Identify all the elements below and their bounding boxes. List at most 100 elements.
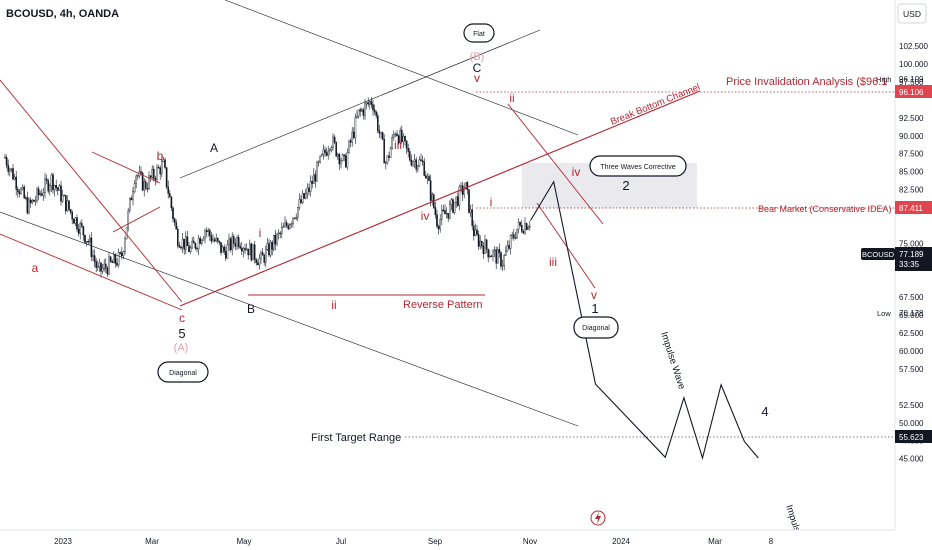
candle-body	[484, 239, 486, 254]
candle-body	[421, 160, 424, 163]
wave-label-1: 1	[591, 301, 598, 316]
candle-body	[167, 186, 170, 194]
price-invalidation-text: Price Invalidation Analysis ($96.1	[726, 76, 887, 88]
currency-box[interactable]	[897, 3, 927, 24]
symbol-title: BCOUSD, 4h, OANDA	[6, 8, 119, 20]
candle-body	[509, 235, 512, 249]
candle-body	[242, 248, 245, 252]
candle-body	[4, 157, 6, 159]
candle-body	[284, 222, 286, 227]
candle-body	[439, 219, 442, 230]
time-label-jul: Jul	[336, 537, 346, 546]
candle-body	[82, 226, 85, 236]
candle-body	[157, 167, 160, 169]
currency-label: USD	[903, 9, 921, 19]
bear-market-text: Bear Market (Conservative IDEA)	[758, 204, 892, 214]
candle-body	[84, 234, 86, 243]
candle-body	[476, 229, 478, 235]
candle-body	[447, 212, 450, 219]
candle-body	[527, 227, 529, 230]
candle-body	[521, 225, 523, 232]
candle-body	[490, 255, 493, 257]
candle-body	[373, 109, 376, 113]
wave-label-i-1: i	[259, 226, 262, 240]
candle-body	[457, 196, 459, 206]
flat-text: Flat	[473, 31, 485, 38]
candle-body	[349, 140, 352, 143]
candle-body	[234, 243, 237, 247]
price-tick-label: 45.000	[899, 455, 924, 464]
candle-body	[477, 234, 480, 247]
candle-body	[257, 262, 259, 266]
candle-body	[525, 223, 528, 230]
candle-body	[52, 174, 54, 191]
candle-body	[501, 265, 504, 267]
price-tick-label: 97.500	[899, 78, 924, 87]
candle-body	[63, 195, 65, 197]
candle-body	[244, 248, 246, 251]
candle-body	[130, 197, 133, 201]
candle-body	[109, 256, 112, 262]
upper-downtrend-line	[224, 0, 579, 136]
candle-body	[380, 132, 382, 134]
candle-body	[164, 159, 166, 168]
candle-body	[7, 165, 9, 172]
candle-body	[210, 235, 213, 242]
events-icon[interactable]	[590, 510, 606, 526]
time-label-mar: Mar	[145, 537, 159, 546]
candle-body	[407, 148, 410, 152]
price-tick-label: 102.500	[899, 42, 928, 51]
candle-body	[463, 188, 466, 195]
candle-body	[375, 111, 378, 116]
candle-body	[170, 196, 173, 209]
candle-body	[469, 209, 472, 213]
candle-body	[200, 239, 203, 244]
candle-body	[101, 268, 104, 272]
wave-label-iv-2: iv	[572, 165, 581, 179]
wave-label-ii-2: ii	[509, 91, 514, 105]
candle-body	[503, 255, 506, 266]
candle-body	[529, 226, 531, 228]
candle-body	[441, 209, 443, 220]
candle-body	[324, 149, 326, 153]
time-label-mar-2024: Mar	[708, 537, 722, 546]
candle-body	[10, 168, 13, 170]
candle-body	[455, 196, 458, 203]
candle-body	[88, 237, 91, 242]
candle-body	[172, 207, 174, 219]
candle-body	[76, 217, 78, 230]
time-axis[interactable]: 2023 Mar May Jul Sep Nov 2024 Mar 8	[0, 529, 932, 550]
wave-label-c: c	[179, 311, 185, 325]
candle-body	[71, 211, 73, 220]
upper-channel-line	[179, 29, 541, 179]
wave-label-A: A	[210, 141, 218, 155]
candle-body	[468, 189, 470, 213]
wave-label-ii-1: ii	[331, 298, 336, 312]
candle-body	[309, 180, 312, 192]
wave-label-B: B	[247, 302, 255, 316]
candle-body	[428, 176, 430, 181]
candle-body	[194, 242, 197, 249]
candle-body	[404, 136, 406, 142]
candle-body	[21, 186, 24, 190]
candle-body	[445, 212, 448, 215]
candle-body	[144, 181, 147, 189]
candle-body	[152, 168, 155, 179]
candle-body	[495, 249, 498, 264]
first-target-text: First Target Range	[311, 432, 401, 444]
candle-body	[327, 150, 330, 156]
candle-body	[239, 246, 242, 249]
candle-body	[186, 236, 189, 246]
candle-body	[306, 187, 309, 194]
candle-body	[199, 238, 202, 244]
wave-label-b: b	[157, 149, 164, 163]
wave-label-iii-2: iii	[549, 255, 557, 269]
candle-body	[290, 223, 293, 225]
candle-body	[120, 252, 123, 257]
candle-body	[216, 237, 219, 242]
candle-body	[136, 175, 139, 177]
candle-body	[208, 229, 211, 236]
candle-body	[356, 116, 358, 118]
invalidation-value: 96.106	[899, 88, 924, 97]
